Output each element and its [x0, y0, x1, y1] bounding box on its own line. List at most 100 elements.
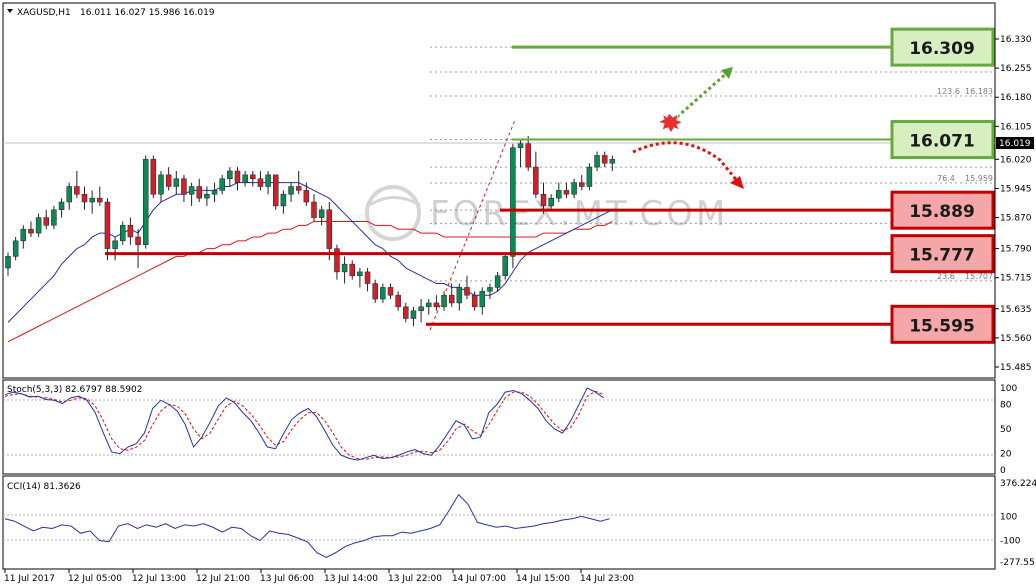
candle-body [234, 170, 241, 183]
candle-body [502, 256, 508, 277]
candle-body [334, 248, 340, 273]
current-price-value: 16.019 [999, 139, 1031, 149]
candle-body [142, 159, 149, 245]
candle-body [464, 287, 470, 296]
fib-trend-line [429, 119, 516, 331]
candle-body [471, 294, 478, 308]
stoch-panel [2, 379, 996, 475]
time-tick-label: 11 Jul 2017 [4, 574, 55, 584]
time-axis: 11 Jul 2017 12 Jul 05:00 12 Jul 13:00 12 Ju… [4, 569, 634, 584]
candle-body [112, 240, 118, 249]
candle-body [43, 217, 49, 226]
bearish-dotted-arrow-line [632, 141, 740, 183]
candle-body [211, 190, 218, 195]
candle-body [418, 306, 424, 311]
time-tick-label: 12 Jul 13:00 [132, 574, 186, 584]
price-tick-label: 15.870 [1000, 214, 1032, 224]
level-box [890, 190, 995, 230]
ohlc-label: 16.011 16.027 15.986 16.019 [80, 8, 215, 18]
cci-tick-label: 100 [1000, 512, 1017, 522]
candle-body [58, 201, 65, 211]
candle-body [74, 186, 80, 195]
candle-body [426, 302, 432, 308]
stoch-tick-label: 80 [1000, 400, 1012, 410]
level-lines [105, 45, 892, 326]
candle-body [51, 209, 57, 226]
candle-body [135, 236, 141, 245]
bearish-arrow-head-icon [730, 176, 744, 189]
candle-body [586, 166, 593, 187]
candle-body [395, 294, 401, 308]
candle-body [280, 194, 287, 207]
fib-price: 15.959 [965, 174, 993, 183]
candle-body [204, 194, 210, 199]
candle-body [104, 201, 111, 249]
level-boxes: 16.309 16.071 15.889 15.777 15.595 [890, 27, 995, 344]
price-tick-label: 16.180 [1000, 93, 1032, 103]
candle-body [20, 228, 27, 242]
candle-body [120, 225, 126, 242]
fib-ratio: 123.6 [937, 87, 960, 96]
fib-price: 16.183 [965, 87, 993, 96]
cci-axis: 376.2246 100 -100 -277.5512 [1000, 479, 1036, 568]
price-tick-label: 15.635 [1000, 305, 1032, 315]
level-box [890, 234, 995, 274]
candle-body [403, 306, 409, 319]
burst-icon [656, 112, 685, 134]
candle-body [487, 287, 493, 292]
candle-body [441, 294, 447, 308]
price-tick-label: 16.330 [1000, 35, 1032, 45]
fib-ratio: 23.6 [937, 272, 955, 281]
candle-body [533, 166, 539, 195]
symbol-label: XAGUSD,H1 [17, 8, 71, 18]
price-tick-label: 15.945 [1000, 184, 1032, 194]
candle-body [349, 263, 355, 277]
candle-body [250, 174, 256, 179]
candle-body [318, 209, 325, 218]
fib-price: 15.707 [965, 272, 993, 281]
candle-body [89, 197, 95, 203]
cci-tick-label: -100 [1000, 537, 1021, 547]
level-value: 16.071 [909, 132, 975, 152]
candle-body [303, 190, 310, 203]
candle-body [273, 174, 279, 207]
price-tick-label: 15.790 [1000, 245, 1032, 255]
stoch-signal-line [4, 390, 604, 460]
candle-body [341, 263, 348, 273]
candle-body [601, 155, 608, 164]
symbol-dropdown-icon[interactable] [7, 9, 13, 13]
candle-body [66, 186, 72, 203]
cci-panel [2, 475, 996, 570]
candle-body [448, 294, 455, 304]
candle-body [12, 240, 19, 257]
price-tick-label: 15.715 [1000, 274, 1032, 284]
level-box [890, 27, 995, 67]
price-tick-label: 15.560 [1000, 334, 1032, 344]
candle-body [181, 178, 187, 195]
candle-body [311, 201, 317, 218]
stoch-tick-label: 100 [1000, 384, 1017, 394]
time-tick-label: 13 Jul 06:00 [260, 574, 314, 584]
candle-body [510, 147, 516, 257]
price-tick-label: 16.020 [1000, 155, 1032, 165]
candle-body [548, 197, 554, 207]
level-value: 15.889 [909, 202, 975, 222]
candlestick-series [5, 136, 616, 327]
price-axis: 16.330 16.255 16.180 16.105 16.020 15.945 15.8… [995, 35, 1032, 373]
candle-body [494, 275, 501, 288]
bullish-arrow-head-icon [721, 67, 733, 79]
candle-body [525, 143, 531, 168]
stoch-tick-label: 0 [1000, 466, 1006, 476]
candle-body [357, 271, 363, 277]
price-tick-label: 15.485 [1000, 363, 1032, 373]
cci-line [4, 493, 610, 559]
stoch-tick-label: 50 [1000, 425, 1012, 435]
candle-body [556, 190, 562, 199]
bullish-dotted-arrow-line [676, 70, 729, 119]
price-tick-label: 16.255 [1000, 64, 1032, 74]
fib-ratio: 76.4 [937, 174, 955, 183]
bullish-arrow [676, 67, 733, 119]
candle-body [227, 170, 233, 179]
candle-body [81, 194, 88, 203]
